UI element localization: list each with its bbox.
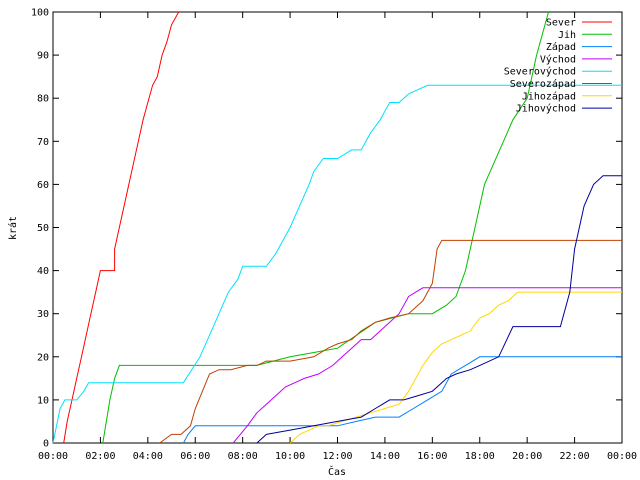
y-tick-label: 60 — [37, 180, 49, 191]
legend-label: Severozápad — [510, 78, 576, 90]
x-tick-label: 08:00 — [228, 451, 258, 462]
legend-label: Jihovýchod — [516, 103, 576, 115]
x-tick-label: 16:00 — [417, 451, 447, 462]
legend-label: Jihozápad — [522, 90, 576, 102]
x-tick-label: 22:00 — [560, 451, 590, 462]
y-tick-label: 50 — [37, 223, 49, 234]
y-axis: 0 10 20 30 40 50 60 70 80 90 100 — [31, 8, 622, 450]
y-tick-label: 30 — [37, 309, 49, 320]
x-tick-label: 06:00 — [180, 451, 210, 462]
series-line — [159, 239, 622, 444]
series-line — [256, 175, 622, 444]
x-axis: 00:00 02:00 04:00 06:00 08:00 10:00 12:00 14:00… — [38, 12, 637, 462]
series-lines — [52, 11, 622, 444]
x-tick-label: 04:00 — [133, 451, 163, 462]
legend-label: Sever — [546, 18, 576, 29]
legend-label: Západ — [546, 41, 576, 53]
y-tick-label: 90 — [37, 51, 49, 62]
x-tick-label: 02:00 — [85, 451, 115, 462]
legend-label: Severovýchod — [504, 66, 576, 78]
legend-label: Východ — [540, 53, 576, 65]
y-tick-label: 0 — [43, 439, 49, 450]
y-tick-label: 70 — [37, 137, 49, 148]
x-tick-label: 20:00 — [512, 451, 542, 462]
series-line — [52, 84, 622, 444]
x-tick-label: 14:00 — [370, 451, 400, 462]
x-axis-title: Čas — [328, 465, 346, 478]
y-tick-label: 80 — [37, 94, 49, 105]
x-tick-label: 12:00 — [322, 451, 352, 462]
legend-label: Jih — [558, 30, 576, 41]
x-tick-label: 00:00 — [38, 451, 68, 462]
x-tick-label: 00:00 — [607, 451, 637, 462]
series-line — [63, 11, 180, 444]
legend: SeverJihZápadVýchodSeverovýchodSeverozáp… — [504, 18, 612, 115]
y-axis-title: krát — [7, 216, 19, 240]
y-tick-label: 100 — [31, 8, 49, 19]
series-line — [289, 291, 622, 444]
series-line — [232, 287, 622, 444]
y-tick-label: 40 — [37, 266, 49, 277]
series-line — [102, 11, 549, 444]
series-line — [182, 356, 622, 444]
x-tick-label: 18:00 — [465, 451, 495, 462]
y-tick-label: 10 — [37, 395, 49, 406]
y-tick-label: 20 — [37, 352, 49, 363]
x-tick-label: 10:00 — [275, 451, 305, 462]
